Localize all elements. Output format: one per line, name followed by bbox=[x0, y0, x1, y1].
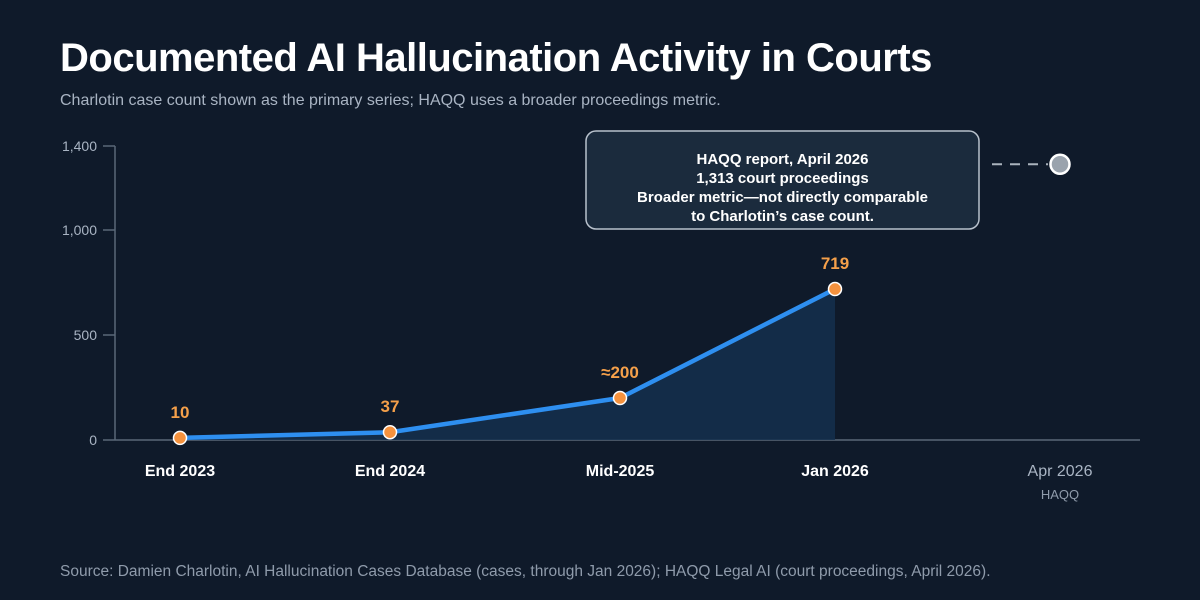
annotation-text-line: 1,313 court proceedings bbox=[696, 170, 869, 187]
source-note: Source: Damien Charlotin, AI Hallucinati… bbox=[60, 563, 991, 580]
annotation-text-line: to Charlotin’s case count. bbox=[691, 208, 874, 225]
y-tick-label: 500 bbox=[74, 327, 98, 343]
data-label: 10 bbox=[171, 403, 190, 422]
points-layer bbox=[172, 153, 1071, 446]
labels-layer: 10 37 ≈200 719 bbox=[171, 254, 850, 422]
y-tick-label: 1,400 bbox=[62, 138, 97, 154]
data-label: 37 bbox=[381, 397, 400, 416]
x-tick-label: Mid-2025 bbox=[586, 463, 655, 480]
data-label: 719 bbox=[821, 254, 849, 273]
series-line-charlotin bbox=[177, 286, 838, 441]
data-point-charlotin bbox=[172, 430, 188, 446]
annotation-text-line: HAQQ report, April 2026 bbox=[697, 151, 869, 168]
x-tick-label: Apr 2026 bbox=[1028, 463, 1093, 480]
data-point-charlotin bbox=[382, 424, 398, 440]
data-point-charlotin bbox=[827, 281, 843, 297]
series-line-layer bbox=[177, 286, 838, 441]
data-label: ≈200 bbox=[601, 363, 639, 382]
series-area-charlotin bbox=[180, 289, 835, 440]
x-tick-label: Jan 2026 bbox=[801, 463, 869, 480]
y-tick-label: 1,000 bbox=[62, 222, 97, 238]
area-fill-layer bbox=[180, 289, 835, 440]
x-tick-label: End 2024 bbox=[355, 463, 425, 480]
chart-title: Documented AI Hallucination Activity in … bbox=[60, 36, 932, 80]
x-tick-sublabel: HAQQ bbox=[1041, 487, 1079, 502]
data-point-charlotin bbox=[612, 390, 628, 406]
annotation-box bbox=[585, 130, 980, 230]
y-tick-label: 0 bbox=[89, 432, 97, 448]
annotation-layer: HAQQ report, April 2026 1,313 court proce… bbox=[585, 130, 1048, 230]
x-tick-label: End 2023 bbox=[145, 463, 215, 480]
annotation-text-line: Broader metric—not directly comparable bbox=[637, 189, 928, 206]
chart-subtitle: Charlotin case count shown as the primar… bbox=[60, 92, 721, 109]
data-point-haqq bbox=[1049, 153, 1071, 176]
